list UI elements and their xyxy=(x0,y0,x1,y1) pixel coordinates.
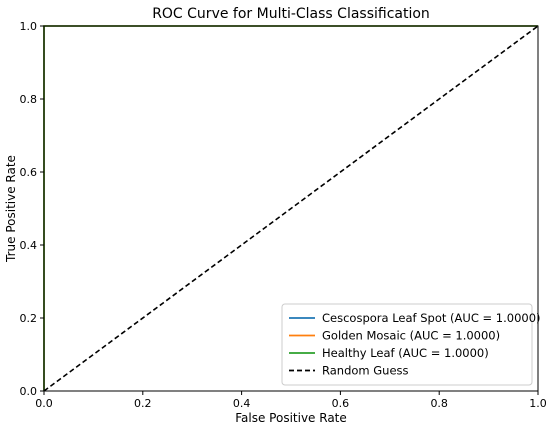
x-tick-label: 0.8 xyxy=(430,397,448,410)
y-tick-label: 0.2 xyxy=(20,312,38,325)
y-tick-label: 1.0 xyxy=(20,20,38,33)
x-tick-label: 0.6 xyxy=(332,397,350,410)
x-tick-label: 1.0 xyxy=(529,397,547,410)
chart-title: ROC Curve for Multi-Class Classification xyxy=(152,6,430,22)
plot-frame xyxy=(43,25,539,392)
legend-label: Golden Mosaic (AUC = 1.0000) xyxy=(322,329,500,343)
x-tick-label: 0.4 xyxy=(233,397,251,410)
x-axis-label: False Positive Rate xyxy=(235,411,347,425)
legend-box xyxy=(281,303,533,386)
legend-label: Healthy Leaf (AUC = 1.0000) xyxy=(322,346,489,360)
x-tick-label: 0.2 xyxy=(134,397,152,410)
series-line-4 xyxy=(43,25,539,392)
ticks-layer: 0.0 0.2 0.4 0.6 0.8 1.0 0.0 0.2 0.4 0.6 0.8 1.0 xyxy=(20,20,547,410)
legend-label: Random Guess xyxy=(322,364,409,378)
x-tick-label: 0.0 xyxy=(35,397,53,410)
y-tick-label: 0.6 xyxy=(20,166,38,179)
y-axis-label: True Positive Rate xyxy=(4,155,18,263)
axes-layer xyxy=(43,25,539,392)
y-tick-label: 0.0 xyxy=(20,385,38,398)
legend-label: Cescospora Leaf Spot (AUC = 1.0000) xyxy=(322,311,541,325)
legend: Cescospora Leaf Spot (AUC = 1.0000) Golde… xyxy=(281,303,541,386)
y-tick-label: 0.8 xyxy=(20,93,38,106)
y-tick-label: 0.4 xyxy=(20,239,38,252)
